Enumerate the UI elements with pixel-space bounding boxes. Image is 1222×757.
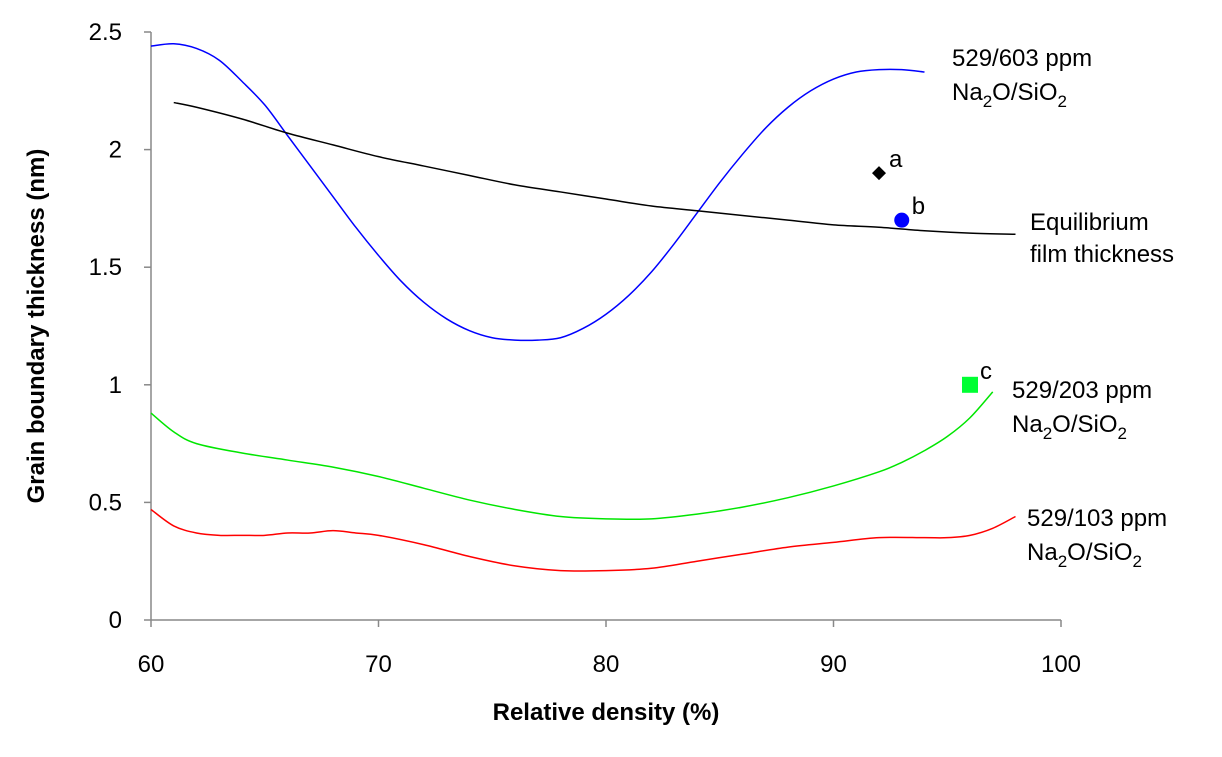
- x-axis-title: Relative density (%): [493, 699, 720, 726]
- data-point-a: [872, 166, 886, 181]
- annotation-s203-line2: Na2O/SiO2: [1012, 411, 1127, 443]
- annotation-text-part: 2: [1058, 92, 1067, 111]
- data-point-b: [894, 212, 910, 228]
- series-layer: [150, 42, 1016, 572]
- y-axis-title: Grain boundary thickness (nm): [23, 149, 50, 504]
- x-tick-label: 60: [138, 651, 165, 678]
- point-label-a: a: [889, 146, 903, 173]
- annotation-text-part: O/SiO: [1067, 539, 1132, 566]
- annotation-s103-line1: 529/103 ppm: [1027, 505, 1167, 532]
- annotation-text-part: Na: [952, 79, 983, 106]
- data-point-c: [962, 376, 978, 393]
- y-tick-label: 2.5: [89, 19, 122, 46]
- x-tick-label: 70: [365, 651, 392, 678]
- y-tick-label: 2: [109, 137, 122, 164]
- point-label-c: c: [980, 358, 992, 385]
- axes: 60 70 80 90 100 0 0.5 1 1.5 2 2.5: [89, 19, 1081, 678]
- annotation-equilibrium-line2: film thickness: [1030, 241, 1174, 268]
- annotation-text-part: 2: [983, 92, 992, 111]
- points-layer: ab c: [872, 146, 992, 393]
- y-tick-label: 0.5: [89, 489, 122, 516]
- series-line-s103: [150, 508, 1016, 572]
- annotation-text-part: Na: [1027, 539, 1058, 566]
- annotation-equilibrium-line1: Equilibrium: [1030, 209, 1149, 236]
- y-tick-label: 0: [109, 607, 122, 634]
- x-tick-label: 80: [593, 651, 620, 678]
- series-line-equilibrium: [173, 101, 1016, 236]
- annotation-text-part: O/SiO: [1052, 411, 1117, 438]
- series-line-s603: [150, 42, 925, 342]
- annotation-text-part: 2: [1043, 424, 1052, 443]
- annotation-text-part: O/SiO: [992, 79, 1057, 106]
- annotation-text-part: 2: [1058, 552, 1067, 571]
- x-tick-label: 90: [820, 651, 847, 678]
- annotation-text-part: 2: [1133, 552, 1142, 571]
- annotation-s603-line1: 529/603 ppm: [952, 45, 1092, 72]
- series-line-s203: [150, 391, 994, 521]
- annotation-text-part: 2: [1118, 424, 1127, 443]
- y-tick-label: 1.5: [89, 254, 122, 281]
- point-label-b: b: [912, 193, 925, 220]
- annotation-s103-line2: Na2O/SiO2: [1027, 539, 1142, 571]
- x-tick-label: 100: [1041, 651, 1081, 678]
- annotation-s203-line1: 529/203 ppm: [1012, 377, 1152, 404]
- annotation-text-part: Na: [1012, 411, 1043, 438]
- y-tick-label: 1: [109, 372, 122, 399]
- annotation-text-part: film thickness: [1030, 241, 1174, 268]
- annotation-s603-line2: Na2O/SiO2: [952, 79, 1067, 111]
